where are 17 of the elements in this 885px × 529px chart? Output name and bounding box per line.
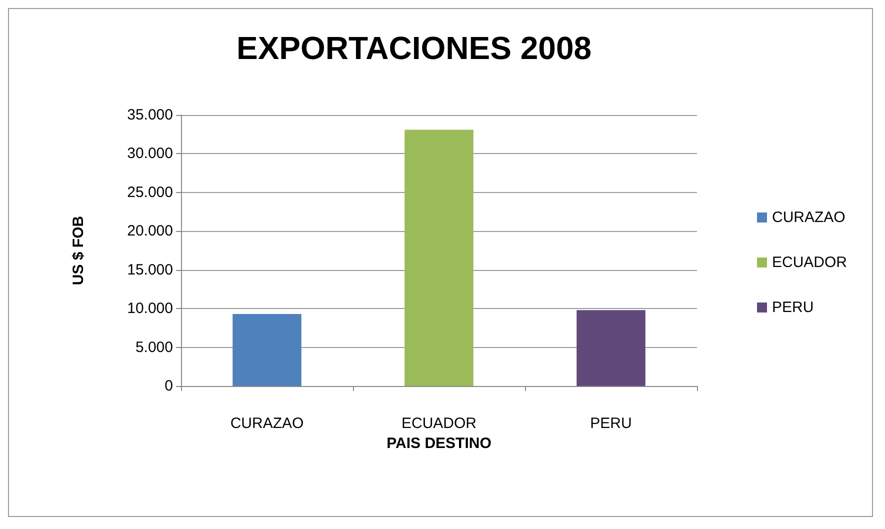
legend-label: CURAZAO: [772, 209, 846, 226]
y-axis-title: US $ FOB: [70, 216, 87, 286]
legend-label: PERU: [772, 299, 814, 316]
y-tick-label: 20.000: [127, 222, 173, 240]
y-tick-label: 10.000: [127, 300, 173, 318]
y-tick-label: 0: [164, 378, 173, 394]
y-tick-label: 30.000: [127, 145, 173, 162]
x-tick-label: PERU: [590, 415, 632, 432]
x-tick-label: CURAZAO: [230, 415, 304, 432]
x-tick-label: ECUADOR: [401, 415, 477, 432]
y-tick-label: 25.000: [127, 184, 173, 201]
legend-label: ECUADOR: [772, 254, 848, 271]
y-tick-label: 5.000: [135, 338, 173, 356]
y-tick-label: 35.000: [127, 106, 173, 124]
x-axis-title: PAIS DESTINO: [386, 435, 492, 452]
y-tick-label: 15.000: [127, 261, 173, 278]
chart-title: EXPORTACIONES 2008: [236, 30, 592, 66]
